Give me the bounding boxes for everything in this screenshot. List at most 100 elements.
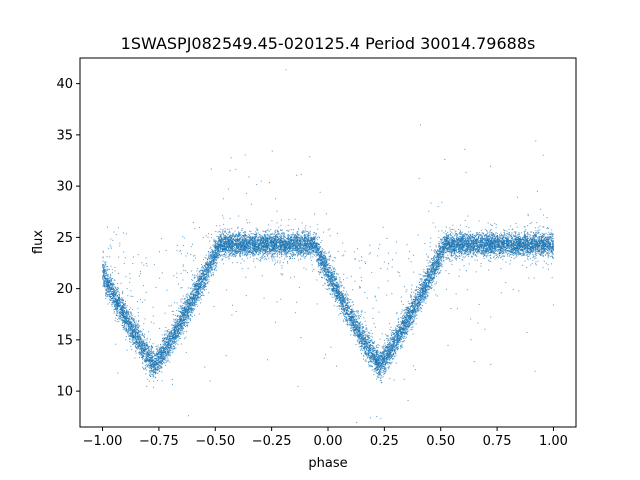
data-point	[397, 341, 399, 343]
data-point	[144, 318, 146, 320]
data-point	[293, 239, 295, 241]
data-point	[220, 234, 222, 236]
data-point	[202, 281, 204, 283]
data-point	[270, 252, 272, 254]
data-point	[205, 257, 207, 259]
data-point	[397, 330, 399, 332]
data-point	[544, 248, 546, 250]
data-point	[403, 334, 405, 336]
data-point	[299, 253, 301, 255]
data-point	[337, 251, 339, 252]
data-point	[111, 306, 113, 308]
data-point	[153, 355, 155, 357]
data-point	[488, 259, 490, 261]
data-point	[444, 252, 446, 254]
data-point	[259, 259, 261, 261]
data-point	[423, 275, 425, 277]
data-point	[359, 332, 360, 334]
data-point	[180, 316, 182, 318]
data-point	[454, 231, 456, 233]
data-point	[381, 381, 383, 383]
data-point	[202, 272, 204, 274]
data-point	[416, 302, 418, 304]
data-point	[368, 364, 370, 366]
data-point	[386, 362, 388, 364]
data-point	[300, 236, 302, 238]
data-point	[485, 250, 487, 252]
data-point	[400, 321, 402, 323]
data-point	[235, 168, 237, 170]
data-point	[351, 330, 353, 332]
data-point	[136, 324, 138, 326]
data-point	[335, 295, 337, 297]
data-point	[374, 340, 376, 342]
data-point	[341, 304, 343, 306]
data-point	[495, 257, 497, 259]
data-point	[189, 296, 191, 298]
data-point	[372, 360, 374, 362]
data-point	[184, 309, 186, 311]
data-point	[316, 303, 318, 305]
data-point	[176, 310, 178, 312]
data-point	[501, 247, 503, 249]
data-point	[509, 225, 511, 227]
data-point	[235, 252, 237, 254]
data-point	[546, 244, 548, 245]
data-point	[398, 335, 400, 337]
data-point	[541, 236, 543, 238]
data-point	[111, 282, 113, 284]
data-point	[369, 361, 371, 363]
data-point	[174, 347, 176, 349]
data-point	[377, 354, 379, 356]
data-point	[132, 320, 134, 322]
data-point	[200, 298, 202, 300]
data-point	[469, 233, 471, 235]
data-point	[392, 329, 394, 331]
data-point	[410, 296, 412, 298]
data-point	[300, 173, 302, 175]
data-point	[416, 314, 418, 316]
data-point	[356, 248, 358, 250]
data-point	[322, 249, 324, 251]
data-point	[148, 351, 150, 353]
data-point	[386, 294, 388, 296]
data-point	[369, 332, 371, 334]
data-point	[148, 348, 150, 350]
data-point	[430, 288, 432, 290]
data-point	[186, 310, 188, 312]
data-point	[485, 248, 487, 250]
data-point	[240, 236, 242, 238]
data-point	[124, 304, 126, 306]
data-point	[163, 355, 165, 357]
data-point	[139, 334, 141, 336]
data-point	[170, 331, 172, 333]
data-point	[326, 280, 328, 282]
data-point	[408, 323, 410, 325]
data-point	[303, 232, 305, 234]
data-point	[439, 271, 441, 273]
data-point	[536, 246, 538, 248]
data-point	[498, 251, 500, 253]
data-point	[355, 330, 357, 332]
data-point	[292, 252, 294, 254]
data-point	[551, 255, 553, 257]
data-point	[472, 244, 474, 246]
data-point	[219, 246, 221, 248]
data-point	[126, 324, 128, 326]
data-point	[141, 356, 143, 358]
data-point	[548, 255, 550, 257]
data-point	[408, 318, 410, 320]
data-point	[476, 259, 478, 261]
data-point	[215, 231, 217, 233]
data-point	[159, 357, 161, 359]
data-point	[206, 265, 208, 267]
data-point	[356, 326, 358, 328]
data-point	[378, 359, 380, 361]
data-point	[533, 246, 535, 248]
data-point	[329, 265, 331, 267]
data-point	[423, 299, 425, 301]
data-point	[143, 359, 145, 361]
data-point	[202, 278, 204, 280]
data-point	[319, 191, 321, 193]
data-point	[243, 237, 245, 239]
